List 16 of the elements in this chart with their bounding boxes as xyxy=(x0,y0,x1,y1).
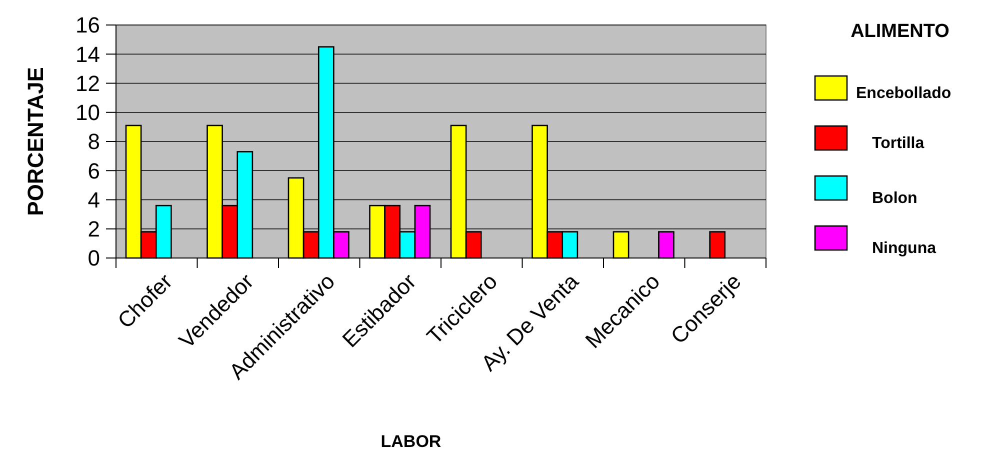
legend-label: Bolon xyxy=(872,190,918,207)
y-tick-label: 4 xyxy=(88,187,100,212)
y-tick-label: 8 xyxy=(88,129,100,154)
y-tick-label: 16 xyxy=(76,12,100,38)
legend-label: Ninguna xyxy=(872,240,936,257)
y-tick-label: 12 xyxy=(76,70,100,96)
x-axis-title: LABOR xyxy=(380,432,442,451)
y-tick-label: 14 xyxy=(76,42,100,67)
y-axis-title: PORCENTAJE xyxy=(23,67,48,216)
y-tick-label: 2 xyxy=(88,216,100,242)
y-tick-label: 0 xyxy=(88,246,100,271)
legend-label: Encebollado xyxy=(856,85,952,102)
y-tick-label: 10 xyxy=(76,100,100,126)
y-tick-label: 6 xyxy=(88,158,100,184)
legend-title: ALIMENTO xyxy=(850,21,950,42)
legend-label: Tortilla xyxy=(872,135,924,152)
